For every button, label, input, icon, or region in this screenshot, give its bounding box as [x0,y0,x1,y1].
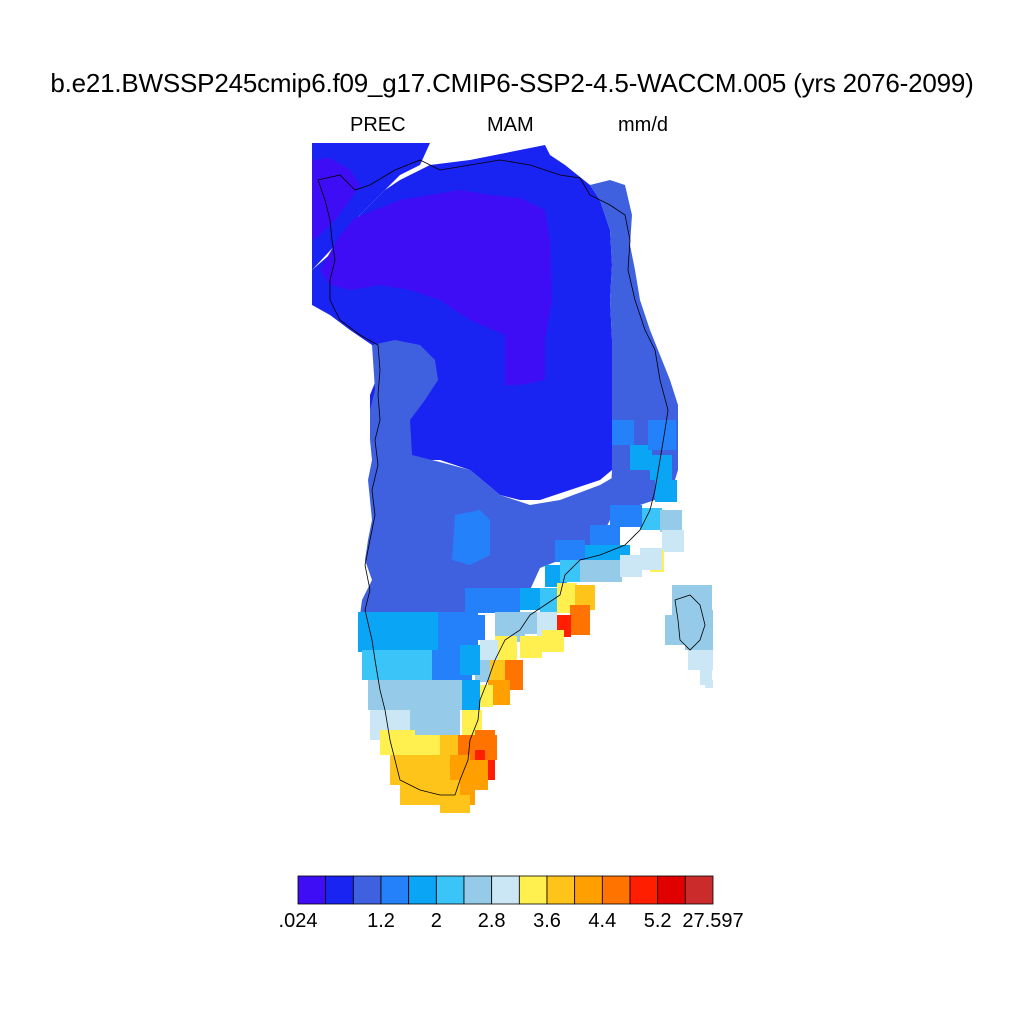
colorbar-swatch [629,875,659,905]
plot-title: b.e21.BWSSP245cmip6.f09_g17.CMIP6-SSP2-4… [50,68,974,98]
map-cell [520,588,542,610]
colorbar-swatch [684,875,714,905]
map-cell [452,510,490,565]
map-cells [312,143,713,813]
colorbar-tick-label: 5.2 [643,910,672,932]
map-cell [392,650,432,680]
map-cell [560,560,582,582]
map-cell [612,420,634,445]
map-cell [610,505,642,527]
map-cell [640,548,662,570]
map-cell [368,680,403,710]
coastline-segment [674,594,706,651]
units-label: mm/d [618,114,668,136]
map-cell [480,640,498,662]
colorbar-swatch [380,875,410,905]
colorbar-tick-label: 2 [430,910,442,932]
map-cell [460,615,485,640]
map-cell [380,730,415,755]
colorbar-swatch [408,875,437,905]
map-cell [488,680,510,705]
map-cell [648,420,676,450]
colorbar-swatch [463,875,493,905]
map-cell [358,612,398,652]
colorbar [297,875,714,905]
map-cell [495,636,517,661]
map-cell [620,555,642,577]
map-cell [655,480,677,502]
map-cell [440,795,470,813]
colorbar-swatch [297,875,327,905]
map-cell [362,650,392,680]
map-cell [358,340,612,640]
map-cell [705,680,713,688]
colorbar-swatch [352,875,382,905]
map-cell [398,612,438,652]
map-cell [660,510,682,532]
map-cell [685,610,713,650]
map-cell [540,588,560,613]
map-cell [600,560,622,582]
colorbar-swatch [325,875,354,905]
map-cell [542,630,564,652]
map-cell [460,645,480,675]
map-cell [575,585,595,610]
map-cell [555,540,585,562]
map-cell [665,615,685,645]
map-cell [465,588,495,613]
map-cell [450,755,470,785]
map-cell [440,710,460,740]
map-cell [570,605,590,635]
colorbar-swatch [574,875,603,905]
map-cell [320,190,552,385]
variable-label: PREC [350,114,406,136]
map-cell [520,636,542,658]
map-cell [520,612,542,634]
map-cell [580,560,602,582]
map-cell [440,735,460,760]
map-cell [650,455,672,480]
colorbar-tick-label: 2.8 [477,910,506,932]
map-cell [485,735,497,760]
map-cell [630,445,652,470]
colorbar-swatch [546,875,576,905]
coastline [317,159,706,796]
map-cell [640,508,662,530]
colorbar-tick-label: 1.2 [367,910,395,932]
map-cell [462,680,480,710]
map-cell [400,780,430,805]
map-cell [403,680,433,710]
colorbar-tick-label: 3.6 [533,910,561,932]
colorbar-tick-label: .024 [278,910,318,932]
colorbar-swatch [657,875,686,905]
colorbar-swatch [601,875,631,905]
colorbar-swatch [518,875,548,905]
colorbar-swatch [491,875,520,905]
map-cell [495,588,520,613]
map-cell [662,530,684,552]
colorbar-swatch [435,875,465,905]
colorbar-tick-label: 4.4 [588,910,617,932]
season-label: MAM [487,114,534,136]
coastline-segment [317,159,669,796]
colorbar-tick-label: 27.597 [682,910,744,932]
